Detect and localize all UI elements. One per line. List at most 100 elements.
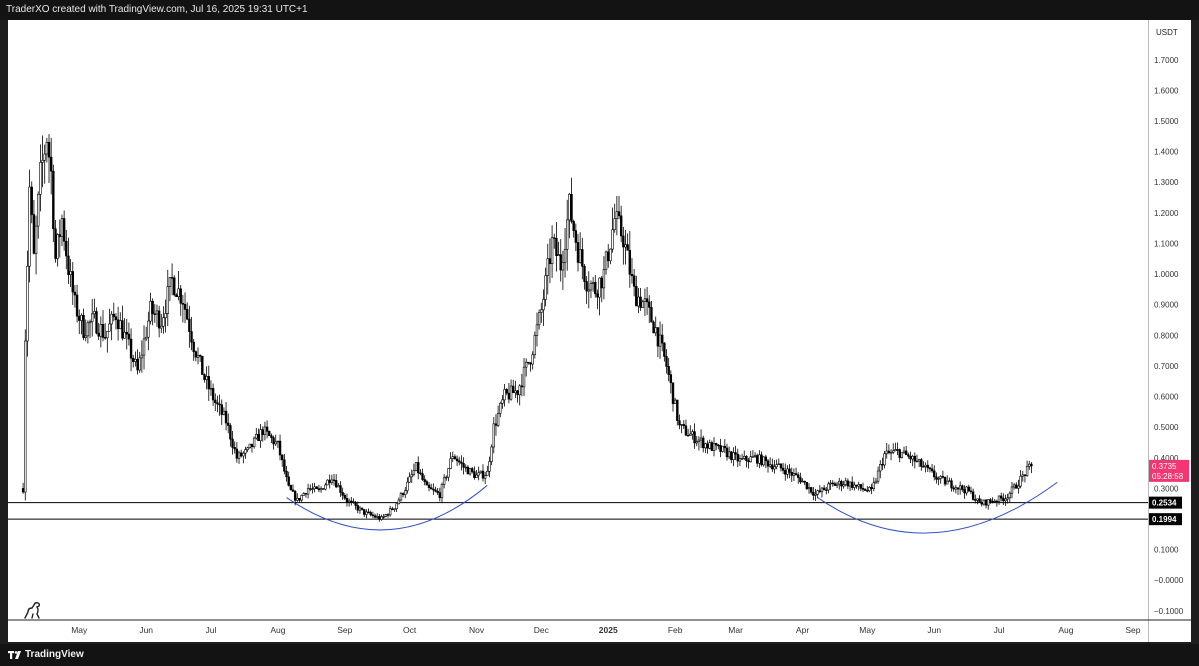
candle[interactable] — [438, 487, 442, 502]
candle[interactable] — [49, 137, 53, 195]
candle[interactable] — [976, 498, 979, 505]
candle[interactable] — [676, 399, 679, 426]
candle[interactable] — [317, 484, 321, 493]
candle[interactable] — [309, 484, 312, 492]
candle[interactable] — [354, 500, 357, 510]
candle[interactable] — [496, 405, 500, 428]
candle[interactable] — [881, 457, 884, 471]
candle[interactable] — [578, 232, 582, 264]
candle[interactable] — [26, 250, 29, 357]
candle[interactable] — [501, 394, 504, 409]
candle[interactable] — [252, 436, 256, 449]
candle[interactable] — [771, 458, 774, 473]
candle[interactable] — [566, 199, 569, 271]
candle[interactable] — [147, 311, 150, 351]
candle[interactable] — [941, 470, 945, 479]
candle[interactable] — [1030, 462, 1033, 474]
candle[interactable] — [784, 463, 787, 481]
candle[interactable] — [175, 293, 178, 298]
candle[interactable] — [514, 380, 517, 399]
candle[interactable] — [861, 482, 865, 492]
candle[interactable] — [168, 276, 172, 302]
candle[interactable] — [106, 330, 109, 353]
candle[interactable] — [170, 263, 174, 296]
candle[interactable] — [486, 465, 489, 476]
candle[interactable] — [466, 465, 470, 475]
candle[interactable] — [62, 210, 66, 251]
candle[interactable] — [56, 233, 59, 267]
candle[interactable] — [535, 312, 539, 347]
candle[interactable] — [345, 493, 349, 507]
candle[interactable] — [160, 313, 163, 334]
candle[interactable] — [293, 490, 297, 506]
candle[interactable] — [652, 320, 655, 334]
candle[interactable] — [581, 237, 584, 280]
candle[interactable] — [224, 402, 228, 431]
candle[interactable] — [727, 446, 731, 460]
candle[interactable] — [600, 275, 603, 303]
candle[interactable] — [384, 513, 388, 518]
candle[interactable] — [939, 475, 942, 484]
candle[interactable] — [948, 477, 951, 482]
candle[interactable] — [24, 329, 27, 501]
candle[interactable] — [97, 322, 100, 341]
candle[interactable] — [343, 492, 347, 500]
candle[interactable] — [373, 513, 377, 519]
candle[interactable] — [471, 467, 474, 474]
candle[interactable] — [28, 169, 31, 283]
candle[interactable] — [250, 443, 254, 453]
candle[interactable] — [838, 477, 841, 490]
candle[interactable] — [628, 231, 632, 288]
candle[interactable] — [194, 350, 198, 362]
candle[interactable] — [792, 468, 796, 482]
candle[interactable] — [328, 474, 331, 489]
candle[interactable] — [756, 453, 759, 467]
candle[interactable] — [365, 509, 368, 519]
candle[interactable] — [697, 436, 701, 451]
candle[interactable] — [190, 316, 193, 351]
candle[interactable] — [220, 399, 223, 425]
candle[interactable] — [926, 460, 929, 473]
candle[interactable] — [164, 299, 167, 333]
candle[interactable] — [483, 471, 487, 484]
candle[interactable] — [30, 181, 33, 224]
candle[interactable] — [239, 449, 243, 458]
candle[interactable] — [151, 298, 154, 326]
candle[interactable] — [382, 514, 385, 520]
candle[interactable] — [857, 481, 860, 491]
candle[interactable] — [162, 306, 165, 334]
candle[interactable] — [1023, 474, 1027, 483]
candle[interactable] — [101, 310, 105, 342]
candle[interactable] — [928, 466, 932, 473]
candle[interactable] — [773, 460, 776, 474]
candle[interactable] — [872, 477, 875, 492]
candle[interactable] — [898, 448, 901, 463]
candle[interactable] — [462, 457, 465, 475]
candle[interactable] — [434, 486, 437, 493]
candle[interactable] — [88, 319, 92, 339]
candle[interactable] — [410, 469, 413, 483]
candle[interactable] — [602, 256, 606, 300]
candle[interactable] — [298, 497, 301, 503]
candle[interactable] — [894, 442, 897, 452]
candle[interactable] — [719, 438, 722, 458]
candle[interactable] — [268, 430, 271, 437]
candle[interactable] — [110, 311, 113, 341]
candle[interactable] — [132, 354, 135, 368]
candle[interactable] — [248, 443, 252, 449]
candle[interactable] — [695, 436, 698, 447]
candle[interactable] — [807, 483, 811, 494]
candle[interactable] — [766, 459, 770, 473]
candle[interactable] — [989, 498, 992, 504]
candle[interactable] — [509, 379, 513, 401]
candle[interactable] — [714, 442, 718, 451]
candle[interactable] — [678, 414, 681, 430]
candle[interactable] — [818, 485, 822, 494]
candle[interactable] — [902, 446, 906, 455]
candle[interactable] — [75, 284, 79, 323]
candle[interactable] — [507, 383, 511, 404]
candle[interactable] — [689, 425, 692, 437]
candle[interactable] — [138, 351, 141, 373]
candle[interactable] — [371, 511, 375, 518]
candle[interactable] — [265, 420, 269, 439]
